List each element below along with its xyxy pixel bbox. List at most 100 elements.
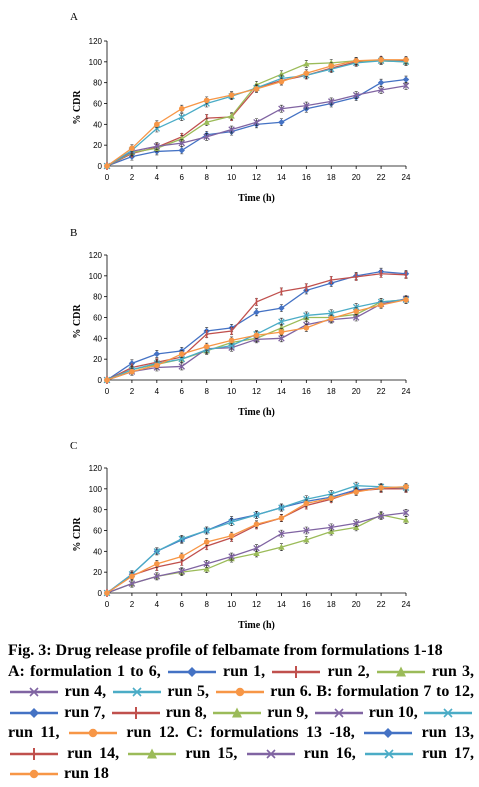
series-2 <box>106 484 408 597</box>
series-line <box>106 60 407 167</box>
data-point <box>303 60 310 67</box>
data-point <box>253 550 260 557</box>
data-point <box>353 308 359 315</box>
legend-marker-shape <box>186 666 197 677</box>
y-tick-label: 100 <box>89 485 103 494</box>
legend-swatch-triangle <box>128 748 177 759</box>
data-point <box>203 565 210 572</box>
y-tick-label: 20 <box>93 141 102 150</box>
legend-swatch-x <box>112 687 161 697</box>
data-point <box>303 312 310 319</box>
caption-text: run 11, <box>8 724 67 741</box>
y-tick-label: 60 <box>93 527 102 536</box>
data-point <box>203 539 210 545</box>
caption-text: run 8, <box>161 703 211 721</box>
data-point <box>328 315 335 322</box>
x-axis-label: Time (h) <box>238 407 275 418</box>
legend-swatch-circle <box>10 770 58 779</box>
data-point <box>253 511 260 519</box>
legend-marker-shape <box>29 770 39 779</box>
legend-marker-shape <box>333 708 344 718</box>
series-1 <box>103 483 410 597</box>
y-tick-label: 20 <box>93 568 102 577</box>
data-point <box>303 527 310 534</box>
legend-marker <box>333 708 344 718</box>
data-point <box>352 303 360 311</box>
data-point <box>203 118 210 125</box>
data-point <box>278 304 285 312</box>
data-point <box>104 163 110 169</box>
legend-marker-shape <box>147 748 158 759</box>
x-tick-label: 0 <box>105 387 110 396</box>
data-point <box>178 553 185 560</box>
caption-text: A: formulation 1 to 6, <box>8 662 166 680</box>
legend-marker-shape <box>395 666 406 677</box>
x-axis-label: Time (h) <box>238 620 275 631</box>
x-tick-label: 8 <box>204 600 209 609</box>
legend-marker-shape <box>29 707 39 718</box>
data-point <box>178 535 186 543</box>
legend-marker <box>186 666 197 677</box>
x-tick-label: 14 <box>277 173 286 182</box>
legend-swatch-x <box>314 708 363 718</box>
data-point <box>278 329 285 335</box>
series-4 <box>103 81 410 170</box>
series-5 <box>103 56 410 170</box>
data-point <box>327 98 335 105</box>
data-point <box>303 500 310 507</box>
panel-label: A <box>70 11 78 23</box>
data-point <box>178 363 186 370</box>
data-point <box>402 82 410 90</box>
y-tick-label: 40 <box>93 120 102 129</box>
data-point <box>378 56 384 63</box>
data-point <box>403 56 409 63</box>
data-point <box>203 527 210 534</box>
series-4 <box>103 508 410 597</box>
x-tick-label: 8 <box>204 387 209 396</box>
data-point <box>278 318 285 325</box>
legend-swatch-circle <box>215 688 264 697</box>
data-point <box>178 139 186 147</box>
legend-marker <box>29 707 39 718</box>
data-point <box>104 377 110 383</box>
data-point <box>154 362 160 369</box>
data-point <box>178 355 186 363</box>
legend-marker <box>383 728 394 739</box>
data-point <box>278 324 285 331</box>
x-tick-label: 8 <box>204 173 209 182</box>
y-tick-label: 60 <box>93 100 102 109</box>
data-point <box>203 343 210 350</box>
legend-swatch-triangle <box>213 707 261 718</box>
caption-text: run 7, <box>60 703 110 721</box>
data-point <box>153 142 161 150</box>
data-point <box>128 580 136 587</box>
caption-text: run 17, <box>414 744 474 762</box>
data-point <box>278 78 285 85</box>
caption-text: run 16, <box>296 744 363 762</box>
caption-text: run 10, <box>364 703 422 721</box>
x-tick-label: 20 <box>352 600 361 609</box>
x-tick-label: 14 <box>277 600 286 609</box>
data-point <box>253 544 260 552</box>
legend-marker-shape <box>235 688 244 697</box>
data-point <box>129 573 135 580</box>
data-point <box>153 548 161 555</box>
data-point <box>402 76 410 83</box>
series-line <box>106 59 406 167</box>
data-point <box>253 309 260 316</box>
data-point <box>228 553 235 560</box>
legend-marker <box>395 666 406 677</box>
y-tick-label: 120 <box>89 464 103 473</box>
y-tick-label: 20 <box>93 355 102 364</box>
x-tick-label: 4 <box>155 173 160 182</box>
x-tick-label: 22 <box>377 387 386 396</box>
data-point <box>377 79 385 86</box>
series-line <box>106 59 407 167</box>
x-tick-label: 2 <box>130 173 135 182</box>
caption-text: run 5, <box>162 683 214 700</box>
data-point <box>153 573 161 580</box>
legend-swatch-bar <box>10 747 58 760</box>
data-point <box>178 113 186 121</box>
